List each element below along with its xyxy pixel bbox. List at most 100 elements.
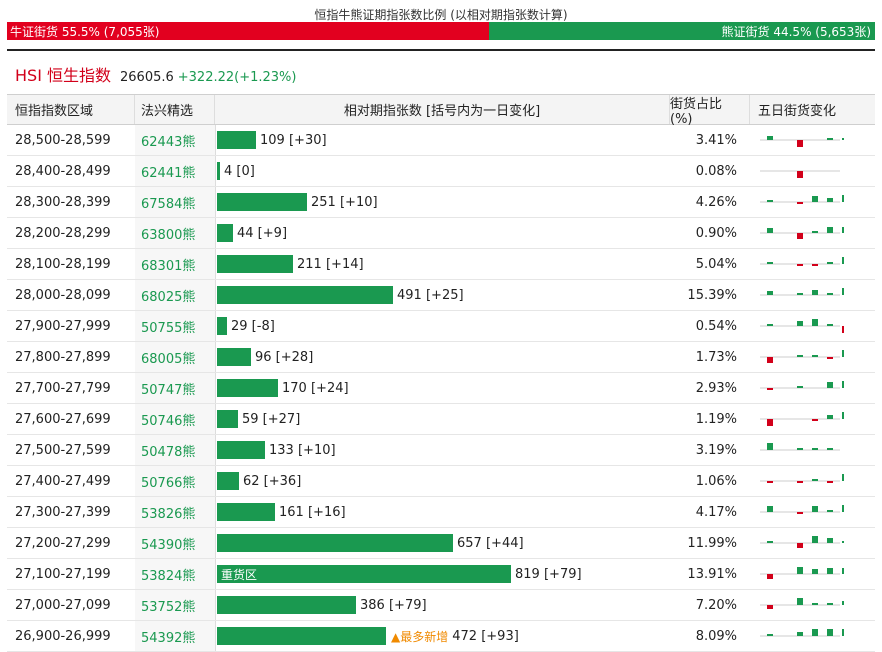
warrant-code-link[interactable]: 68005熊 — [135, 342, 215, 372]
outstanding-share: 15.39% — [687, 287, 737, 303]
warrant-code-link[interactable]: 62441熊 — [135, 156, 215, 186]
index-price: 26605.6 — [120, 70, 174, 85]
sparkline-bar — [767, 419, 773, 426]
warrant-code-link[interactable]: 50755熊 — [135, 311, 215, 341]
index-range: 28,100-28,199 — [15, 256, 111, 272]
contracts-count: 251 — [311, 194, 336, 210]
contracts-count: 386 — [360, 597, 385, 613]
sparkline-bar — [812, 569, 818, 574]
daily-change: +79 — [394, 597, 422, 613]
warrant-code-link[interactable]: 53824熊 — [135, 559, 215, 589]
column-header-contracts: 相对期指张数 [括号内为一日变化] — [215, 95, 670, 124]
contracts-count: 29 — [231, 318, 248, 334]
contracts-value: 491 [+25] — [397, 287, 464, 303]
contracts-bar — [217, 131, 256, 149]
daily-change: +14 — [331, 256, 359, 272]
table-row: 28,500-28,599 62443熊 109 [+30] 3.41% — [7, 125, 875, 156]
warrant-code-link[interactable]: 67584熊 — [135, 187, 215, 217]
contracts-count: 44 — [237, 225, 254, 241]
warrant-code-link[interactable]: 53826熊 — [135, 497, 215, 527]
contracts-count: 62 — [243, 473, 260, 489]
sparkline-bar — [827, 510, 833, 512]
sparkline-bar — [767, 262, 773, 264]
sparkline-chart — [760, 629, 844, 637]
daily-change: +24 — [316, 380, 344, 396]
warrant-code-link[interactable]: 50766熊 — [135, 466, 215, 496]
sparkline-bar — [812, 319, 818, 326]
contracts-bar — [217, 379, 278, 397]
sparkline-bar — [827, 324, 833, 326]
five-day-sparkline — [750, 621, 875, 651]
sparkline-bar — [842, 227, 844, 233]
warrant-code-link[interactable]: 62443熊 — [135, 125, 215, 155]
sparkline-bar — [812, 603, 818, 605]
sparkline-bar — [797, 632, 803, 636]
outstanding-share: 1.73% — [695, 349, 737, 365]
sparkline-bar — [827, 415, 833, 419]
sparkline-bar — [797, 386, 803, 388]
sparkline-bar — [767, 605, 773, 609]
sparkline-bar — [827, 481, 833, 483]
warrant-code-link[interactable]: 63800熊 — [135, 218, 215, 248]
sparkline-bar — [767, 481, 773, 483]
five-day-sparkline — [750, 125, 875, 155]
sparkline-bar — [797, 171, 803, 178]
contracts-cell: 96 [+28] — [215, 342, 670, 372]
contracts-cell: 251 [+10] — [215, 187, 670, 217]
warrant-code-link[interactable]: 50747熊 — [135, 373, 215, 403]
column-header-share: 街货占比(%) — [670, 95, 750, 127]
index-range: 27,600-27,699 — [15, 411, 111, 427]
warrant-code-link[interactable]: 53752熊 — [135, 590, 215, 620]
sparkline-chart — [760, 567, 844, 579]
five-day-sparkline — [750, 435, 875, 465]
daily-change: -8 — [256, 318, 270, 334]
index-range: 27,700-27,799 — [15, 380, 111, 396]
sparkline-chart — [760, 319, 844, 333]
outstanding-share: 5.04% — [695, 256, 737, 272]
contracts-count: 109 — [260, 132, 285, 148]
warrant-code-link[interactable]: 54392熊 — [135, 621, 215, 651]
index-range: 27,100-27,199 — [15, 566, 111, 582]
warrant-code-link[interactable]: 68301熊 — [135, 249, 215, 279]
table-row: 28,400-28,499 62441熊 4 [0] 0.08% — [7, 156, 875, 187]
contracts-cell: 386 [+79] — [215, 590, 670, 620]
sparkline-chart — [760, 170, 840, 178]
column-header-five-day: 五日街货变化 — [758, 104, 837, 119]
outstanding-share: 3.41% — [695, 132, 737, 148]
contracts-bar — [217, 317, 227, 335]
contracts-count: 657 — [457, 535, 482, 551]
five-day-sparkline — [750, 373, 875, 403]
five-day-sparkline — [750, 342, 875, 372]
daily-change: +28 — [280, 349, 309, 365]
contracts-count: 491 — [397, 287, 422, 303]
daily-change: +30 — [294, 132, 322, 148]
bull-share-segment: 牛证街货 55.5% (7,055张) — [7, 22, 489, 40]
table-row: 27,000-27,099 53752熊 386 [+79] 7.20% — [7, 590, 875, 621]
bull-bear-ratio-bar: 牛证街货 55.5% (7,055张) 熊证街货 44.5% (5,653张) — [7, 22, 875, 40]
table-row: 27,400-27,499 50766熊 62 [+36] 1.06% — [7, 466, 875, 497]
warrant-code-link[interactable]: 68025熊 — [135, 280, 215, 310]
warrant-code-link[interactable]: 54390熊 — [135, 528, 215, 558]
sparkline-bar — [812, 264, 818, 266]
sparkline-bar — [797, 293, 803, 295]
contracts-count: 211 — [297, 256, 322, 272]
sparkline-bar — [827, 198, 833, 202]
daily-change: +16 — [313, 504, 341, 520]
contracts-value: 819 [+79] — [515, 566, 582, 582]
sparkline-bar — [842, 505, 844, 512]
sparkline-bar — [767, 541, 773, 543]
table-row: 28,100-28,199 68301熊 211 [+14] 5.04% — [7, 249, 875, 280]
warrant-code-link[interactable]: 50746熊 — [135, 404, 215, 434]
contracts-bar — [217, 410, 238, 428]
warrant-code-link[interactable]: 50478熊 — [135, 435, 215, 465]
table-row: 28,000-28,099 68025熊 491 [+25] 15.39% — [7, 280, 875, 311]
five-day-sparkline — [750, 218, 875, 248]
index-range: 28,500-28,599 — [15, 132, 111, 148]
daily-change: +10 — [303, 442, 331, 458]
contracts-count: 472 — [452, 628, 478, 644]
outstanding-share: 3.19% — [695, 442, 737, 458]
sparkline-bar — [827, 629, 833, 636]
five-day-sparkline — [750, 280, 875, 310]
index-range: 28,400-28,499 — [15, 163, 111, 179]
sparkline-bar — [827, 538, 833, 543]
